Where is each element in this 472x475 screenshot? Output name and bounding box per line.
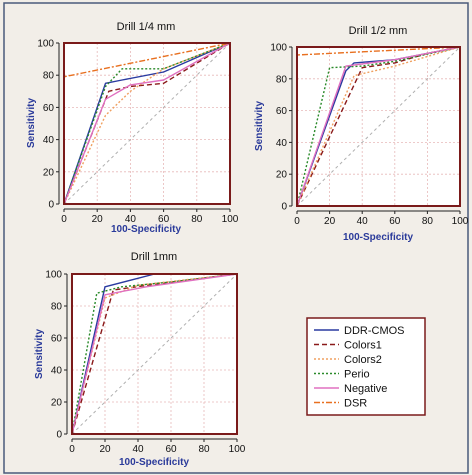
y-tick-label: 20 [51, 398, 63, 409]
x-tick-label: 0 [61, 214, 67, 225]
series-line-negative [63, 42, 231, 205]
chart-2: 0 20 40 60 80 100 0 20 40 60 80 100 Drill 1/2 mm 100-… [254, 25, 469, 243]
y-tick-label: 20 [43, 167, 55, 178]
x-tick-label: 20 [99, 444, 111, 455]
x-tick-label: 80 [198, 444, 210, 455]
x-tick-label: 60 [389, 216, 401, 227]
diagonal-reference [71, 273, 238, 435]
diagonal-reference [296, 46, 461, 207]
charts-group: 0 20 40 60 80 100 0 20 40 60 80 100 Drill 1/4 mm 100-… [26, 21, 469, 468]
legend-label: Negative [344, 383, 387, 395]
x-tick-label: 60 [158, 214, 170, 225]
chart-3: 0 20 40 60 80 100 0 20 40 60 80 100 Drill 1mm 100-Spe… [34, 251, 246, 468]
plot-border [296, 46, 461, 207]
series-line-colors1 [296, 46, 461, 207]
x-tick-label: 60 [165, 444, 177, 455]
series-line-perio [63, 42, 231, 205]
x-tick-label: 0 [69, 444, 75, 455]
x-tick-label: 20 [324, 216, 336, 227]
diagonal-reference [63, 42, 231, 205]
y-tick-label: 100 [37, 39, 54, 50]
plot-border [63, 42, 231, 205]
x-axis-label: 100-Specificity [343, 232, 413, 243]
series-line-negative [71, 273, 238, 435]
x-tick-label: 40 [357, 216, 369, 227]
legend-label: DSR [344, 398, 367, 410]
series-line-colors2 [63, 42, 231, 205]
y-tick-label: 100 [45, 270, 62, 281]
legend-label: Colors2 [344, 354, 382, 366]
x-tick-label: 0 [294, 216, 300, 227]
x-axis-label: 100-Specificity [119, 457, 189, 468]
series-line-ddr-cmos [63, 42, 231, 205]
y-tick-label: 60 [51, 334, 63, 345]
y-tick-label: 40 [43, 135, 55, 146]
legend-label: Colors1 [344, 340, 382, 352]
series-line-negative [296, 46, 461, 207]
y-tick-label: 80 [43, 71, 55, 82]
y-tick-label: 0 [56, 430, 62, 441]
y-tick-label: 0 [48, 200, 54, 211]
series-line-perio [296, 46, 461, 207]
x-axis-label: 100-Specificity [111, 224, 181, 235]
chart-1: 0 20 40 60 80 100 0 20 40 60 80 100 Drill 1/4 mm 100-… [26, 21, 239, 235]
legend-label: Perio [344, 369, 370, 381]
chart-title: Drill 1mm [131, 251, 177, 263]
y-tick-label: 40 [276, 138, 288, 149]
y-tick-label: 60 [43, 103, 55, 114]
x-tick-label: 80 [191, 214, 203, 225]
y-tick-label: 40 [51, 366, 63, 377]
x-tick-label: 100 [229, 444, 246, 455]
legend-box [306, 317, 426, 416]
x-tick-label: 100 [452, 216, 469, 227]
y-tick-label: 80 [51, 302, 63, 313]
y-tick-label: 20 [276, 170, 288, 181]
legend: DDR-CMOS Colors1 Colors2 Perio Negative DSR [306, 317, 426, 416]
y-tick-label: 0 [281, 202, 287, 213]
figure-frame [3, 2, 469, 474]
y-axis-label: Sensitivity [34, 329, 45, 379]
chart-title: Drill 1/4 mm [117, 21, 176, 33]
y-axis-label: Sensitivity [26, 98, 37, 148]
x-tick-label: 40 [125, 214, 137, 225]
x-tick-label: 80 [422, 216, 434, 227]
plot-border [71, 273, 238, 435]
series-line-perio [71, 273, 238, 435]
y-tick-label: 80 [276, 74, 288, 85]
x-tick-label: 20 [92, 214, 104, 225]
series-line-colors2 [296, 46, 461, 207]
y-tick-label: 60 [276, 106, 288, 117]
x-tick-label: 40 [132, 444, 144, 455]
y-axis-label: Sensitivity [254, 101, 265, 151]
legend-label: DDR-CMOS [344, 325, 405, 337]
x-tick-label: 100 [222, 214, 239, 225]
series-line-dsr [63, 42, 231, 204]
chart-title: Drill 1/2 mm [349, 25, 408, 37]
y-tick-label: 100 [270, 43, 287, 54]
